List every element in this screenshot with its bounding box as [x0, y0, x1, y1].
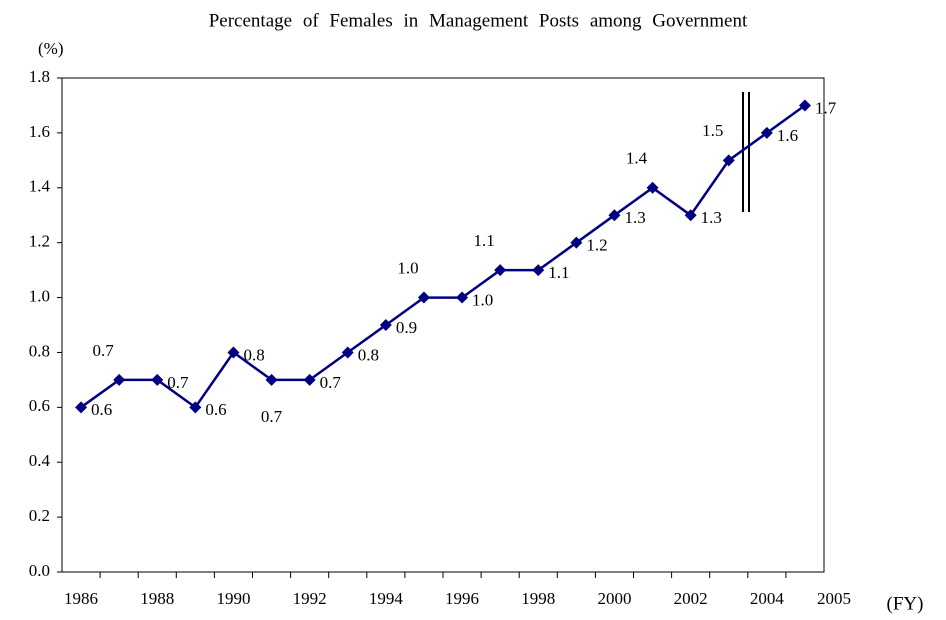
data-label: 1.3 — [701, 208, 722, 227]
x-tick-label: 2002 — [674, 589, 708, 608]
y-tick-label: 0.2 — [29, 506, 50, 525]
x-tick-label: 2000 — [597, 589, 631, 608]
data-label: 1.1 — [474, 231, 495, 250]
x-tick-label: 2005 — [817, 589, 851, 608]
x-tick-label: 1998 — [521, 589, 555, 608]
y-tick-label: 0.0 — [29, 561, 50, 580]
data-label: 0.6 — [91, 400, 112, 419]
x-tick-label: 1994 — [369, 589, 404, 608]
data-label: 0.7 — [93, 341, 115, 360]
data-label: 0.6 — [205, 400, 226, 419]
y-tick-label: 0.6 — [29, 396, 50, 415]
data-label: 1.3 — [624, 208, 645, 227]
marker — [189, 401, 202, 414]
data-label: 1.1 — [548, 263, 569, 282]
x-tick-label: 2004 — [750, 589, 785, 608]
marker — [570, 236, 583, 249]
data-label: 0.7 — [320, 373, 342, 392]
data-label: 1.0 — [397, 258, 418, 277]
x-axis-label: (FY) — [887, 593, 924, 614]
series-line — [80, 104, 806, 410]
x-tick-label: 1992 — [293, 589, 327, 608]
y-tick-label: 0.4 — [29, 451, 51, 470]
marker — [646, 181, 659, 194]
y-tick-label: 1.2 — [29, 232, 50, 251]
marker — [151, 373, 164, 386]
data-label: 1.0 — [472, 290, 493, 309]
y-tick-label: 1.0 — [29, 286, 50, 305]
y-tick-label: 1.6 — [29, 122, 50, 141]
data-label: 1.2 — [586, 236, 607, 255]
y-tick-label: 1.8 — [29, 67, 50, 86]
marker — [532, 264, 545, 277]
data-label: 0.7 — [167, 373, 189, 392]
marker — [265, 373, 278, 386]
marker — [456, 291, 469, 304]
data-label: 1.6 — [777, 126, 798, 145]
data-label: 1.5 — [702, 121, 723, 140]
marker — [417, 291, 430, 304]
marker — [303, 373, 316, 386]
marker — [608, 209, 621, 222]
marker — [722, 154, 735, 167]
marker — [379, 319, 392, 331]
x-tick-label: 1996 — [445, 589, 479, 608]
y-tick-label: 1.4 — [29, 177, 51, 196]
x-tick-label: 1986 — [64, 589, 98, 608]
marker — [113, 373, 126, 386]
y-tick-label: 0.8 — [29, 341, 50, 360]
data-label: 0.9 — [396, 318, 417, 337]
marker — [227, 346, 240, 359]
marker — [341, 346, 354, 359]
data-label: 1.4 — [626, 149, 648, 168]
marker — [798, 99, 811, 112]
data-label: 1.7 — [815, 98, 837, 117]
marker — [494, 264, 507, 277]
data-label: 0.8 — [358, 345, 379, 364]
chart-title: Percentage of Females in Management Post… — [209, 10, 748, 31]
x-tick-label: 1988 — [140, 589, 174, 608]
marker — [684, 209, 697, 222]
data-label: 0.7 — [261, 407, 283, 426]
y-axis-label: (%) — [38, 39, 63, 58]
marker — [760, 126, 773, 139]
plot-frame — [61, 77, 825, 573]
marker — [75, 401, 88, 414]
data-label: 0.8 — [243, 345, 264, 364]
x-tick-label: 1990 — [216, 589, 250, 608]
